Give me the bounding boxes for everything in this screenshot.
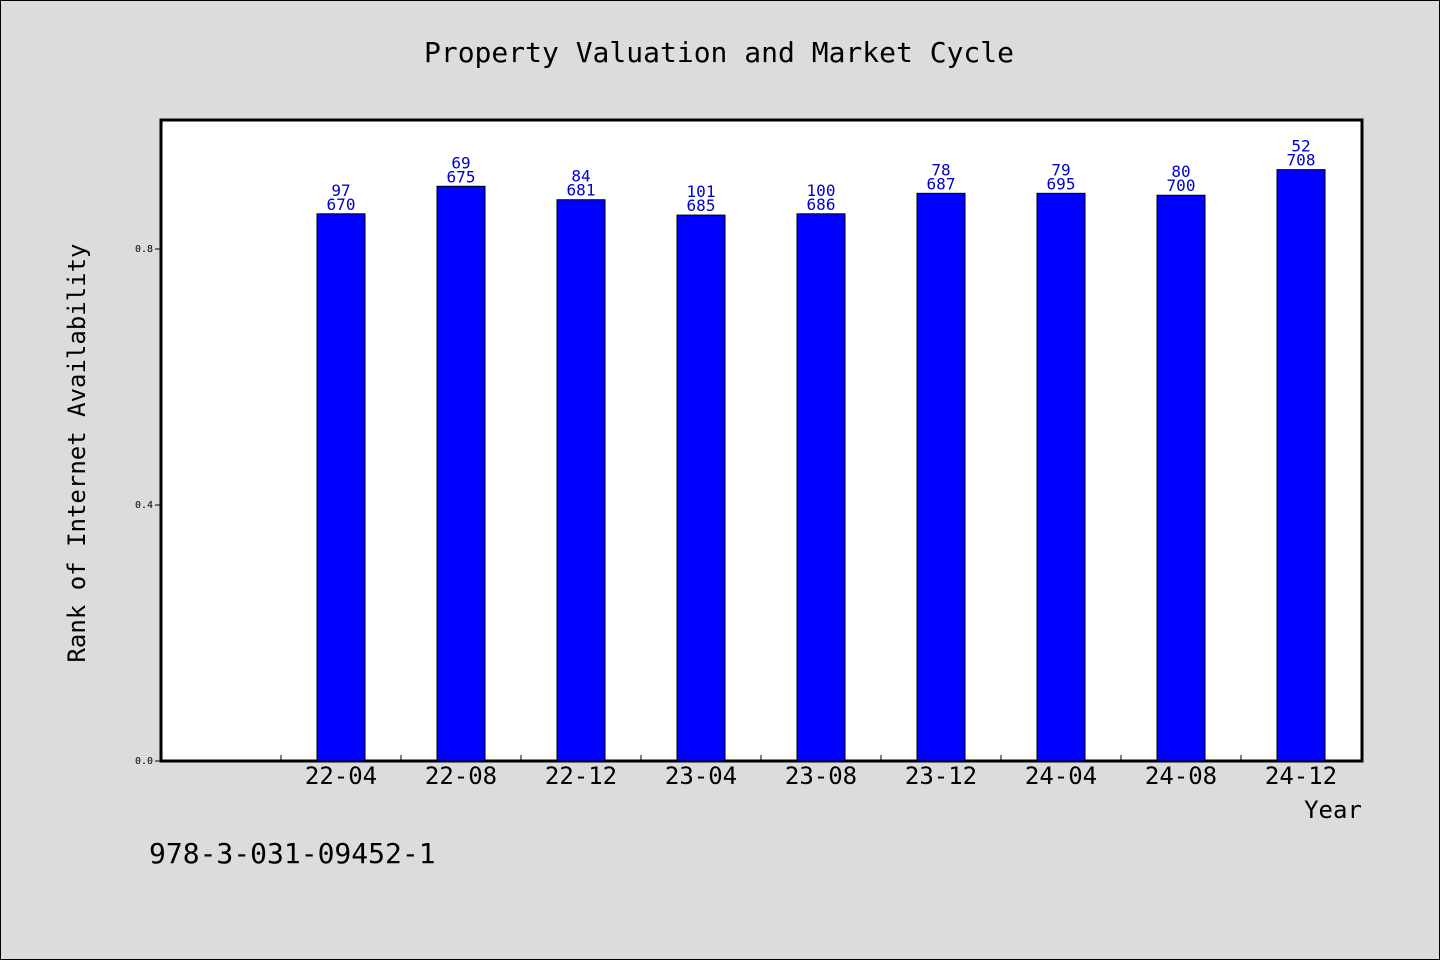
bar-data-label: 708 [1287, 151, 1316, 170]
y-axis-title: Rank of Internet Availability [63, 243, 91, 662]
x-axis-title: Year [1304, 796, 1362, 824]
bar-24-04 [1036, 192, 1086, 762]
bar-22-08 [436, 185, 486, 762]
y-tick-label: 0.4 [135, 500, 153, 511]
bar-23-04 [676, 214, 726, 762]
bar-data-label: 686 [807, 195, 836, 214]
bar-data-label: 79 [1051, 160, 1070, 179]
y-tick-label: 0.0 [135, 756, 153, 767]
x-tick-label: 23-04 [665, 762, 737, 790]
bar-22-04 [316, 213, 366, 762]
x-tick-label: 22-08 [425, 762, 497, 790]
bar-data-label: 101 [687, 182, 716, 201]
x-axis-ticks: 22-04 22-08 22-12 23-04 23-08 23-12 24-04 24-08… [280, 755, 1362, 790]
bar-data-label: 84 [571, 167, 590, 186]
bar-data-label: 687 [927, 174, 956, 193]
y-tick-label: 0.8 [135, 244, 153, 255]
x-tick-label: 24-08 [1145, 762, 1217, 790]
y-axis-ticks: 0.0 0.4 0.8 [135, 244, 161, 767]
bar-23-08 [796, 213, 846, 762]
x-tick-label: 24-04 [1025, 762, 1097, 790]
bar-22-12 [556, 199, 606, 762]
bar-data-label: 78 [931, 160, 950, 179]
bar-24-08 [1156, 194, 1206, 762]
x-tick-label: 22-12 [545, 762, 617, 790]
bar-data-label: 69 [451, 153, 470, 172]
x-tick-label: 22-04 [305, 762, 377, 790]
bar-data-label: 97 [331, 181, 350, 200]
bar-data-label: 685 [687, 196, 716, 215]
bar-data-label: 700 [1167, 176, 1196, 195]
bar-23-12 [916, 192, 966, 762]
bar-data-label: 675 [447, 167, 476, 186]
bar-data-label: 681 [567, 181, 596, 200]
footer-code: 978-3-031-09452-1 [149, 837, 436, 870]
x-tick-label: 23-12 [905, 762, 977, 790]
bar-data-label: 100 [807, 181, 836, 200]
bar-data-label: 80 [1171, 162, 1190, 181]
chart-title: Property Valuation and Market Cycle [424, 36, 1014, 69]
bar-24-12 [1276, 169, 1326, 762]
bars-group [316, 169, 1326, 762]
bar-data-label: 52 [1291, 137, 1310, 156]
bar-data-label: 695 [1047, 174, 1076, 193]
bar-data-label: 670 [327, 195, 356, 214]
x-tick-label: 24-12 [1265, 762, 1337, 790]
x-tick-label: 23-08 [785, 762, 857, 790]
